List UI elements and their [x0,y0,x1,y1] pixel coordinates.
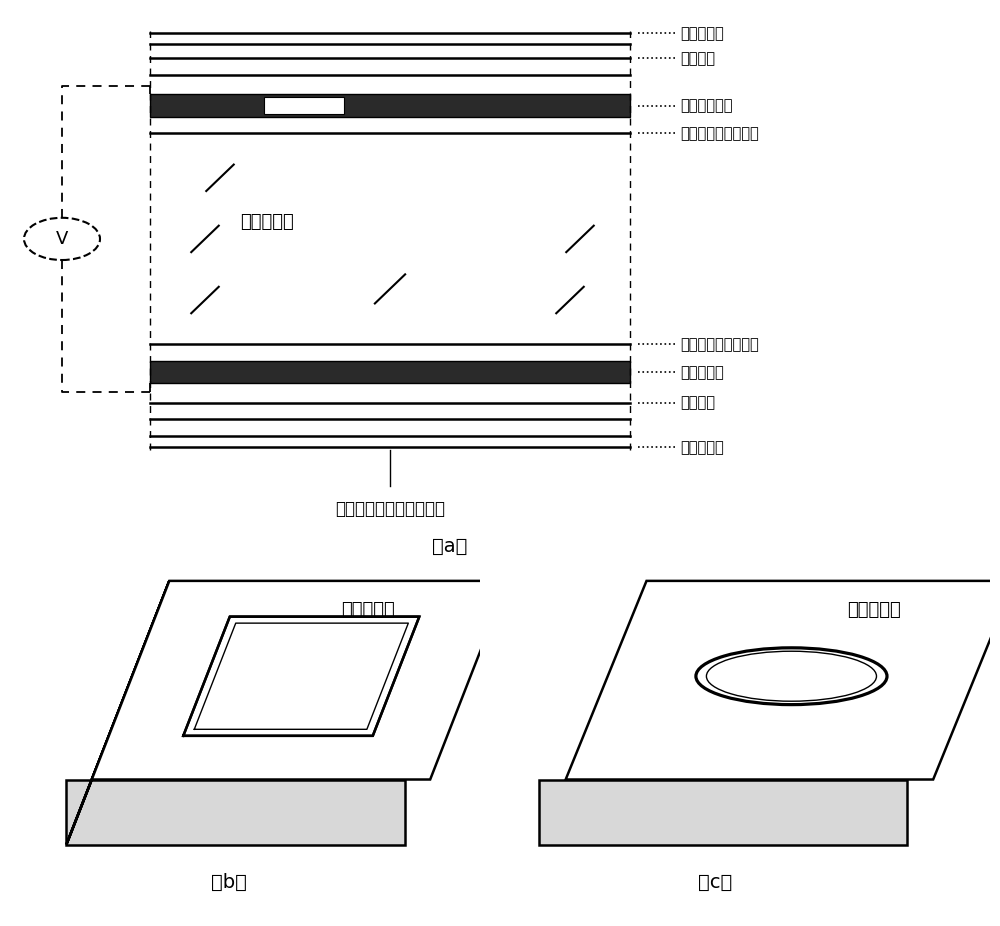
Polygon shape [66,581,169,845]
Text: 微方孔电极: 微方孔电极 [341,601,395,619]
Polygon shape [66,581,169,845]
Text: 第二增透膜: 第二增透膜 [680,440,724,455]
Ellipse shape [706,651,876,701]
Text: 图形化电极层: 图形化电极层 [680,98,732,113]
Text: 第一液晶初始取向层: 第一液晶初始取向层 [680,126,759,141]
Text: 液晶材料层: 液晶材料层 [240,213,294,232]
Bar [150,94,630,117]
Text: 微圆孔电极: 微圆孔电极 [847,601,900,619]
Text: 公共电极层: 公共电极层 [680,365,724,380]
Polygon shape [92,581,508,780]
Text: V: V [56,230,68,248]
Text: 第二基片: 第二基片 [680,395,715,410]
Polygon shape [566,581,1000,780]
Text: 单元电控液晶汇聚微透镜: 单元电控液晶汇聚微透镜 [335,500,445,518]
Text: （b）: （b） [211,873,246,893]
Text: （a）: （a） [432,536,468,556]
Polygon shape [183,617,419,736]
Bar [150,361,630,383]
Polygon shape [66,780,405,845]
Bar [264,97,344,114]
Text: 第一基片: 第一基片 [680,51,715,66]
Text: 第一增透膜: 第一增透膜 [680,26,724,41]
Text: （c）: （c） [698,873,733,893]
Text: 第二液晶初始取向层: 第二液晶初始取向层 [680,337,759,352]
Ellipse shape [696,648,887,705]
Polygon shape [539,780,907,845]
